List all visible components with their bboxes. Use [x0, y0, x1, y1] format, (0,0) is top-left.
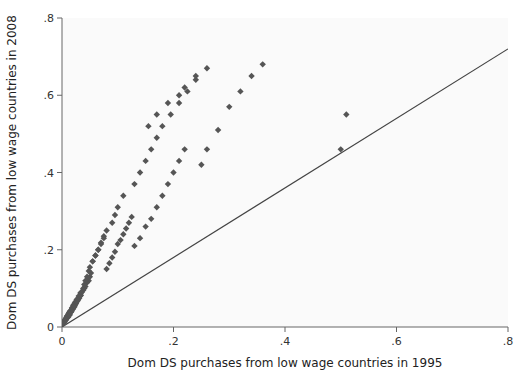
point [237, 88, 243, 94]
x-axis-label: Dom DS purchases from low wage countries… [128, 356, 443, 370]
point [248, 73, 254, 79]
point [165, 100, 171, 106]
point [193, 73, 199, 79]
x-tick-label: .4 [280, 335, 291, 348]
point [92, 252, 98, 258]
y-axis-label: Dom DS purchases from low wage countries… [5, 15, 19, 330]
point [165, 181, 171, 187]
x-tick [508, 327, 509, 332]
plot-marks [62, 49, 508, 327]
point [181, 146, 187, 152]
point [109, 220, 115, 226]
x-tick [396, 327, 397, 332]
point [145, 123, 151, 129]
point [176, 92, 182, 98]
y-tick-label: .2 [44, 244, 55, 257]
point [154, 204, 160, 210]
x-tick-label: .2 [168, 335, 179, 348]
y-tick-label: .8 [44, 12, 55, 25]
point [106, 260, 112, 266]
point [204, 146, 210, 152]
x-tick-label: .8 [503, 335, 514, 348]
point [168, 111, 174, 117]
point [112, 248, 118, 254]
y-tick-label: 0 [47, 321, 54, 334]
point [204, 65, 210, 71]
point [148, 146, 154, 152]
point [109, 254, 115, 260]
point [89, 258, 95, 264]
point [226, 104, 232, 110]
point [154, 111, 160, 117]
point [89, 258, 95, 264]
point [112, 212, 118, 218]
point [120, 231, 126, 237]
point [98, 240, 104, 246]
point [170, 169, 176, 175]
point [154, 135, 160, 141]
plot-area [62, 18, 508, 327]
x-tick-label: .6 [391, 335, 402, 348]
point [120, 192, 126, 198]
point [117, 237, 123, 243]
point [260, 61, 266, 67]
point [95, 247, 101, 253]
point [181, 84, 187, 90]
point [95, 247, 101, 253]
point [176, 158, 182, 164]
point [215, 127, 221, 133]
chart: 0 .2 .4 .6 .8 0 .2 .4 .6 .8 Dom DS purchases from … [0, 0, 530, 379]
x-tick [173, 327, 174, 332]
point [103, 266, 109, 272]
point [131, 243, 137, 249]
point [126, 220, 132, 226]
point [159, 192, 165, 198]
point [343, 111, 349, 117]
point [131, 181, 137, 187]
point [101, 233, 107, 239]
point [87, 264, 93, 270]
y-tick-label: .6 [44, 89, 55, 102]
point [71, 304, 77, 310]
x-tick [285, 327, 286, 332]
point [338, 146, 344, 152]
point [148, 216, 154, 222]
point [128, 214, 134, 220]
y-tick [57, 18, 62, 19]
point [84, 274, 90, 280]
point [142, 158, 148, 164]
y-tick [57, 95, 62, 96]
y-tick [57, 249, 62, 250]
y-tick-label: .4 [44, 167, 55, 180]
point [176, 100, 182, 106]
point [159, 123, 165, 129]
point [137, 169, 143, 175]
point [137, 235, 143, 241]
point [103, 227, 109, 233]
y-tick [57, 172, 62, 173]
x-tick [62, 327, 63, 332]
point [198, 162, 204, 168]
point [123, 225, 129, 231]
reference-line [62, 49, 508, 327]
point [115, 204, 121, 210]
x-tick-label: 0 [59, 335, 66, 348]
point [92, 252, 98, 258]
point [142, 223, 148, 229]
y-tick [57, 327, 62, 328]
